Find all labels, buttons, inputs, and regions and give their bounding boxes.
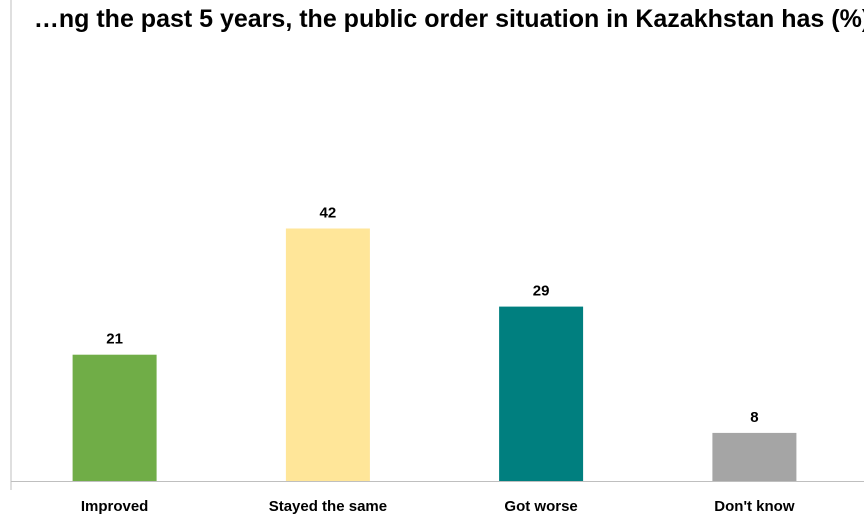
value-label-improved: 21 bbox=[106, 331, 123, 348]
category-label-stayed-the-same: Stayed the same bbox=[269, 498, 387, 515]
value-labels-group: 21 42 29 8 bbox=[106, 205, 758, 426]
bars-group bbox=[72, 228, 797, 481]
bar-got-worse bbox=[499, 306, 584, 481]
category-label-got-worse: Got worse bbox=[504, 498, 577, 515]
category-label-improved: Improved bbox=[81, 498, 149, 515]
category-label-don-t-know: Don't know bbox=[714, 498, 795, 515]
chart-title: …ng the past 5 years, the public order s… bbox=[34, 5, 864, 33]
bar-don-t-know bbox=[712, 432, 797, 481]
bar-stayed-the-same bbox=[285, 228, 370, 481]
category-labels-group: Improved Stayed the same Got worse Don't kn… bbox=[81, 498, 795, 515]
value-label-don-t-know: 8 bbox=[750, 409, 758, 426]
value-label-got-worse: 29 bbox=[533, 283, 550, 300]
bar-improved bbox=[72, 354, 157, 481]
value-label-stayed-the-same: 42 bbox=[320, 205, 337, 222]
